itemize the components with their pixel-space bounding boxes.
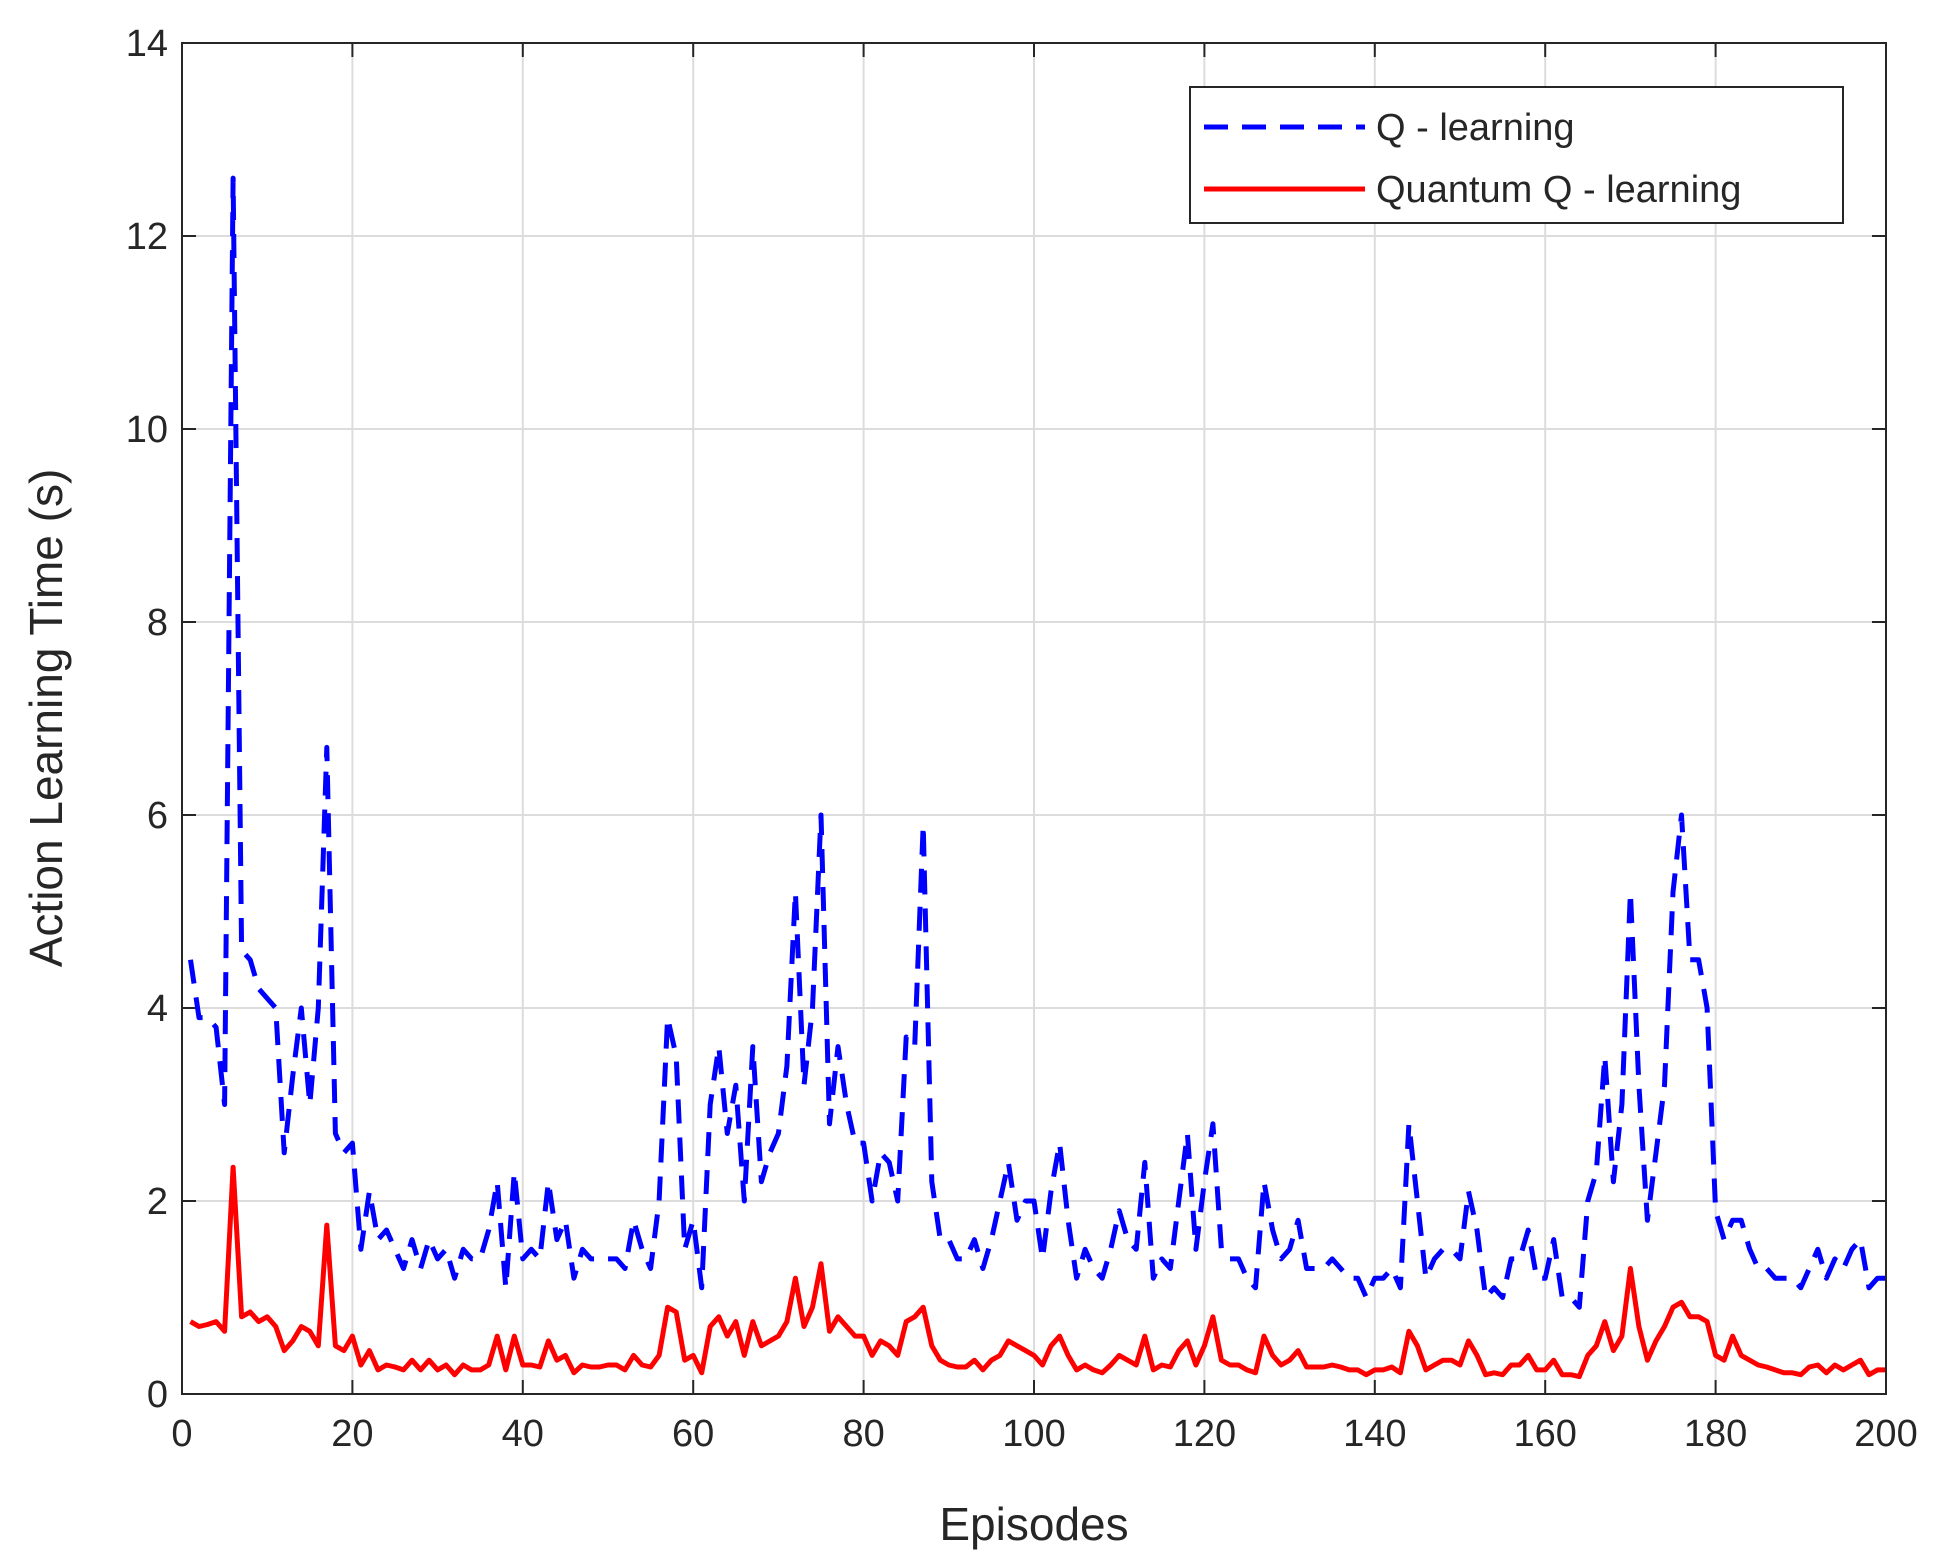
series-line <box>188 175 1886 1310</box>
x-tick-label: 160 <box>1513 1413 1576 1455</box>
y-tick-label: 14 <box>126 23 168 65</box>
plot-border <box>181 42 1887 1395</box>
x-tick-label: 120 <box>1173 1413 1236 1455</box>
x-tick-label: 140 <box>1343 1413 1406 1455</box>
y-tick-label: 6 <box>147 795 168 837</box>
x-tick-label: 80 <box>842 1413 884 1455</box>
y-tick-label: 10 <box>126 409 168 451</box>
y-tick-label: 8 <box>147 602 168 644</box>
y-tick-label: 2 <box>147 1181 168 1223</box>
y-tick-label: 12 <box>126 216 168 258</box>
legend-box <box>1189 86 1844 224</box>
x-tick-label: 100 <box>1002 1413 1065 1455</box>
x-tick-label: 60 <box>672 1413 714 1455</box>
x-tick-label: 0 <box>171 1413 192 1455</box>
legend-label: Q - learning <box>1376 107 1575 149</box>
y-tick-label: 0 <box>147 1374 168 1416</box>
x-tick-label: 20 <box>331 1413 373 1455</box>
y-axis-label: Action Learning Time (s) <box>20 469 72 968</box>
x-axis-label: Episodes <box>939 1498 1128 1550</box>
y-tick-label: 4 <box>147 988 168 1030</box>
x-tick-label: 180 <box>1684 1413 1747 1455</box>
series-line <box>189 1164 1886 1380</box>
x-tick-label: 200 <box>1854 1413 1917 1455</box>
legend-label: Quantum Q - learning <box>1376 169 1741 211</box>
x-tick-label: 40 <box>502 1413 544 1455</box>
